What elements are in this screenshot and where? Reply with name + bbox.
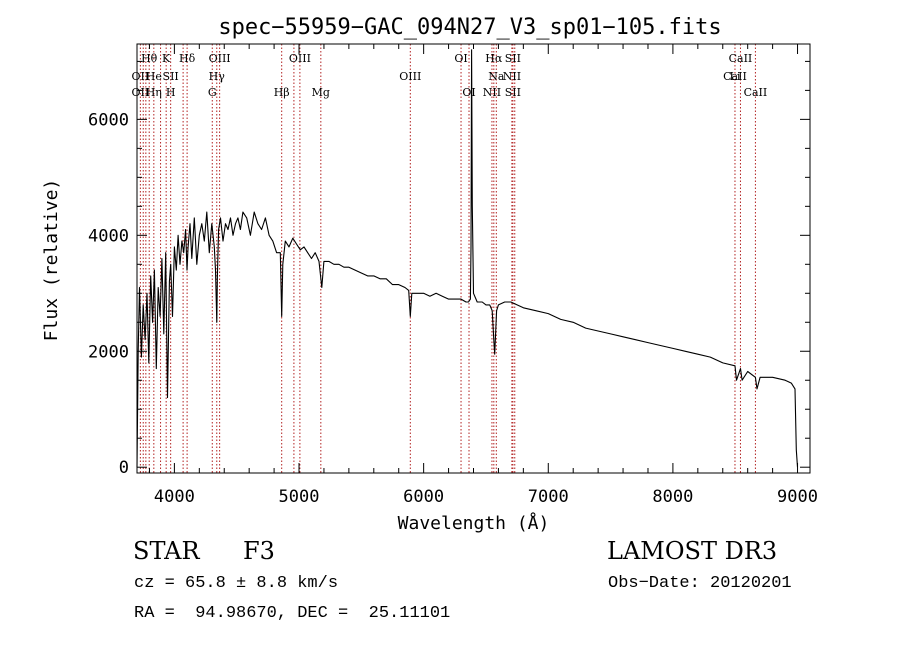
x-tick-label: 9000 bbox=[777, 487, 818, 507]
velocity-text: cz = 65.8 ± 8.8 km/s bbox=[134, 574, 339, 593]
object-subclass: F3 bbox=[243, 537, 275, 565]
spectral-line-label: K bbox=[162, 52, 171, 65]
spectral-line-label: Hη bbox=[146, 86, 162, 99]
y-tick-label: 4000 bbox=[88, 226, 129, 246]
spectral-line-label: Hγ bbox=[209, 70, 226, 83]
spectral-line-label: OIII bbox=[209, 52, 231, 65]
spectral-line-label: OIII bbox=[289, 52, 311, 65]
spectral-line-label: SII bbox=[163, 70, 179, 83]
spectral-line-label: OII bbox=[132, 70, 150, 83]
spectral-line-label: OIII bbox=[399, 70, 421, 83]
spectral-line-label: NII bbox=[503, 70, 521, 83]
spectral-line-label: SII bbox=[505, 52, 521, 65]
spectral-line-label: Hδ bbox=[179, 52, 196, 65]
spectral-line-label: CaII bbox=[729, 52, 753, 65]
x-axis-label: Wavelength (Å) bbox=[398, 512, 550, 534]
y-tick-label: 2000 bbox=[88, 342, 129, 362]
obs-date-text: Obs−Date: 20120201 bbox=[608, 574, 792, 593]
object-class: STAR bbox=[133, 537, 200, 565]
x-tick-label: 8000 bbox=[652, 487, 693, 507]
spectral-line-label: Mg bbox=[312, 86, 330, 99]
survey-label: LAMOST DR3 bbox=[607, 537, 778, 565]
x-tick-label: 5000 bbox=[279, 487, 320, 507]
spectral-line-label: G bbox=[208, 86, 217, 99]
spectrum-trace bbox=[136, 49, 799, 468]
spectral-line-label: He bbox=[146, 70, 162, 83]
spectral-line-label: NII bbox=[483, 86, 501, 99]
y-axis-label: Flux (relative) bbox=[41, 179, 62, 342]
spectral-line-label: CaII bbox=[723, 70, 747, 83]
x-tick-label: 4000 bbox=[154, 487, 195, 507]
spectral-line-label: OI bbox=[454, 52, 467, 65]
coordinates-text: RA = 94.98670, DEC = 25.11101 bbox=[134, 604, 451, 623]
x-tick-label: 7000 bbox=[528, 487, 569, 507]
spectral-line-label: Na bbox=[488, 70, 505, 83]
x-tick-label: 6000 bbox=[403, 487, 444, 507]
spectral-line-label: CaII bbox=[744, 86, 768, 99]
spectral-line-label: Hθ bbox=[141, 52, 158, 65]
spectral-line-label: OII bbox=[132, 86, 150, 99]
spectral-line-label: Hβ bbox=[274, 86, 290, 99]
chart-title: spec−55959−GAC_094N27_V3_sp01−105.fits bbox=[218, 15, 721, 40]
spectral-line-label: SII bbox=[505, 86, 521, 99]
spectral-line-label: Hα bbox=[485, 52, 503, 65]
spectral-line-label: Li bbox=[730, 70, 741, 83]
y-tick-label: 6000 bbox=[88, 110, 129, 130]
y-tick-label: 0 bbox=[119, 458, 129, 478]
spectral-line-label: OI bbox=[462, 86, 475, 99]
spectral-line-label: H bbox=[166, 86, 176, 99]
